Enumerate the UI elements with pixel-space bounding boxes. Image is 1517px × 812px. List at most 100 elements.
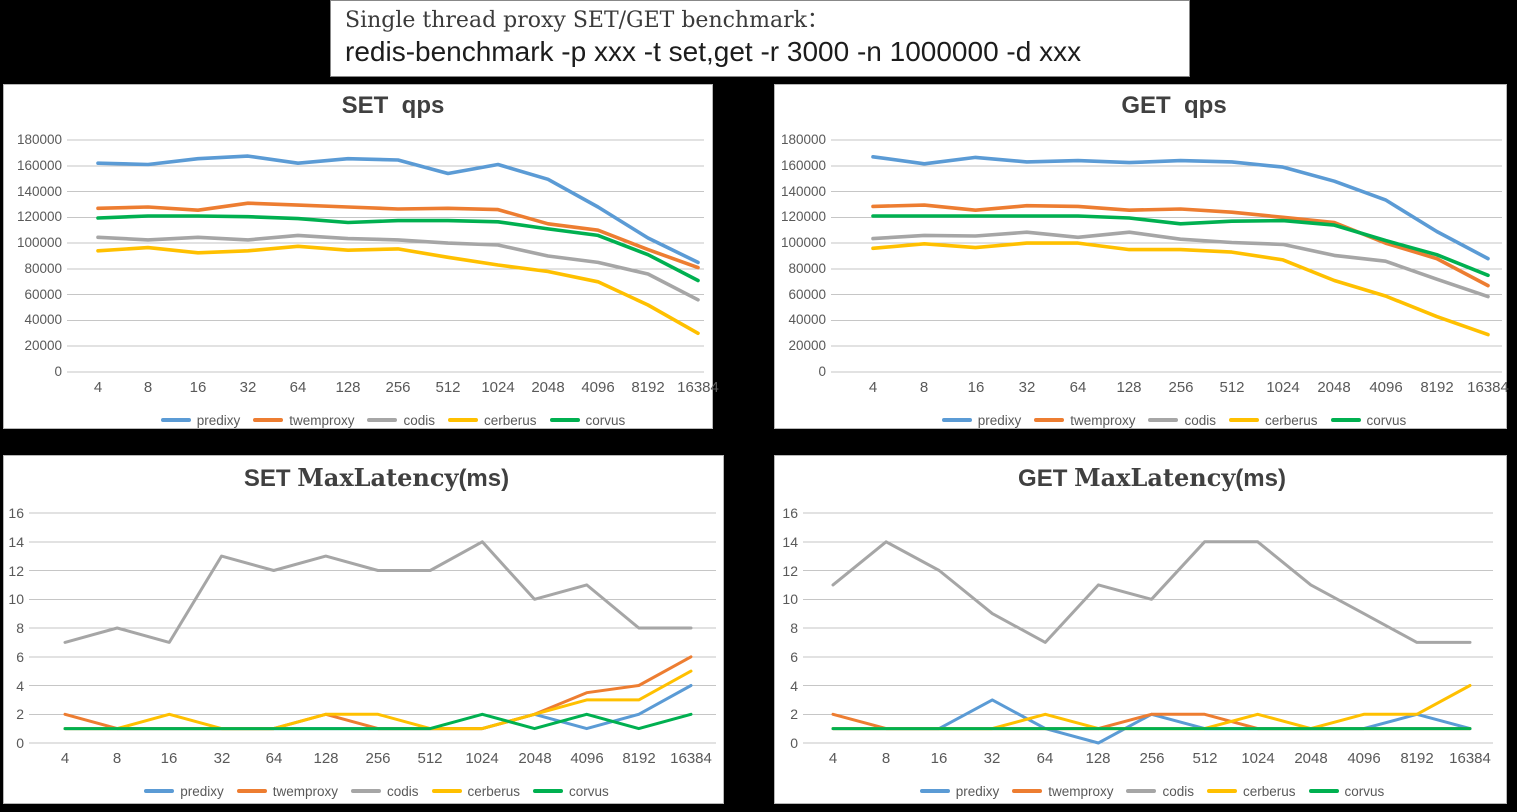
- legend-item-cerberus: cerberus: [431, 784, 520, 799]
- x-axis-tick-label: 32: [239, 379, 257, 396]
- chart-title-text: (ms): [1235, 465, 1286, 492]
- chart-legend-set-qps: predixy twemproxy codis cerberus corvus: [82, 410, 704, 430]
- legend-line-swatch-predixy: [160, 418, 191, 422]
- x-axis-tick-label: 16: [930, 750, 948, 767]
- plot-area-get-maxlatency: [803, 512, 1493, 745]
- legend-line-swatch-twemproxy: [253, 418, 284, 422]
- legend-label: codis: [1184, 412, 1216, 428]
- x-axis-tick-label: 1024: [481, 379, 515, 396]
- x-axis-tick-label: 2048: [518, 750, 552, 767]
- legend-item-predixy: predixy: [941, 413, 1021, 428]
- chart-title-get-qps: GET qps: [846, 92, 1502, 120]
- legend-label: predixy: [955, 783, 1000, 799]
- x-axis-tick-label: 64: [289, 379, 307, 396]
- x-axis-tick-label: 256: [1139, 750, 1165, 767]
- legend-line-swatch-codis: [367, 418, 398, 422]
- chart-legend-get-qps: predixy twemproxy codis cerberus corvus: [846, 410, 1502, 430]
- x-axis-tick-label: 8: [881, 750, 891, 767]
- x-axis-tick-label: 64: [265, 750, 283, 767]
- legend-item-twemproxy: twemproxy: [1012, 784, 1113, 799]
- x-axis-tick-label: 256: [385, 379, 411, 396]
- x-axis-tick-label: 256: [1168, 379, 1194, 396]
- plot-area-set-maxlatency: [29, 512, 716, 744]
- y-axis-tick-label: 180000: [16, 132, 62, 147]
- x-axis-tick-label: 128: [313, 750, 339, 767]
- legend-label: codis: [386, 783, 419, 799]
- x-axis-tick-label: 16384: [677, 379, 719, 396]
- y-axis-tick-label: 12: [782, 563, 798, 579]
- legend-label: corvus: [569, 783, 609, 799]
- series-line-cerberus: [63, 669, 693, 731]
- x-axis-tick-label: 16384: [670, 750, 712, 767]
- legend-line-swatch-codis: [350, 789, 381, 793]
- legend-line-swatch-cerberus: [1207, 789, 1237, 793]
- plot-area-get-qps: [831, 139, 1502, 373]
- x-axis-tick-label: 4096: [1347, 750, 1381, 767]
- x-axis-tick-label: 128: [1116, 379, 1142, 396]
- series-line-corvus: [871, 214, 1490, 278]
- x-axis-tick-label: 16: [160, 750, 178, 767]
- x-axis-tick-label: 2048: [1317, 379, 1351, 396]
- x-axis-tick-label: 128: [1085, 750, 1111, 767]
- y-axis-tick-label: 2: [790, 706, 798, 722]
- legend-item-codis: codis: [1148, 413, 1216, 428]
- y-axis-tick-label: 120000: [780, 209, 826, 224]
- y-axis-tick-label: 100000: [16, 235, 62, 250]
- y-axis-tick-label: 140000: [780, 184, 826, 199]
- y-axis-tick-label: 100000: [780, 235, 826, 250]
- x-axis-tick-label: 4: [60, 750, 70, 767]
- legend-item-twemproxy: twemproxy: [1034, 413, 1135, 428]
- y-axis-tick-label: 4: [790, 678, 798, 694]
- y-axis-tick-label: 160000: [16, 158, 62, 173]
- legend-item-cerberus: cerberus: [448, 413, 537, 428]
- x-axis-tick-label: 4096: [1369, 379, 1403, 396]
- y-axis-tick-label: 2: [16, 706, 24, 722]
- series-line-codis: [63, 540, 693, 644]
- series-line-twemproxy: [96, 201, 700, 270]
- y-axis-tick-label: 16: [782, 505, 798, 521]
- chart-set-qps: SET qps 180000 160000 140000 120000 100000 800…: [3, 84, 719, 430]
- chart-title-text: MaxLatency: [1074, 463, 1236, 492]
- x-axis-tick-label: 512: [417, 750, 443, 767]
- x-axis-tick-label: 8192: [631, 379, 665, 396]
- series-line-cerberus: [96, 244, 700, 336]
- x-axis-tick-label: 4096: [570, 750, 604, 767]
- legend-item-codis: codis: [1126, 784, 1194, 799]
- legend-item-codis: codis: [350, 783, 419, 799]
- x-axis-tick-label: 4096: [581, 379, 615, 396]
- chart-title-text: GET qps: [1121, 92, 1227, 119]
- y-axis-tick-label: 60000: [788, 287, 826, 302]
- legend-line-swatch-corvus: [549, 418, 580, 422]
- legend-item-predixy: predixy: [160, 413, 240, 428]
- legend-label: twemproxy: [1048, 783, 1114, 799]
- x-axis-tick-label: 16384: [1449, 750, 1491, 767]
- legend-item-twemproxy: twemproxy: [253, 413, 354, 428]
- chart-title-text: SET qps: [341, 92, 445, 119]
- legend-line-swatch-cerberus: [1229, 418, 1259, 422]
- x-axis-tick-label: 16384: [1467, 379, 1509, 396]
- y-axis-tick-label: 6: [16, 649, 24, 665]
- legend-item-corvus: corvus: [1330, 413, 1406, 428]
- x-axis-tick-label: 512: [435, 379, 461, 396]
- x-axis-tick-label: 512: [1219, 379, 1245, 396]
- legend-line-swatch-cerberus: [431, 789, 462, 793]
- y-axis-tick-label: 0: [16, 735, 24, 751]
- legend-item-cerberus: cerberus: [1207, 784, 1296, 799]
- legend-label: cerberus: [484, 412, 537, 428]
- y-axis-tick-label: 20000: [24, 338, 62, 353]
- x-axis-tick-label: 2048: [531, 379, 565, 396]
- legend-label: codis: [403, 412, 435, 428]
- series-line-predixy: [831, 698, 1472, 745]
- x-axis-tick-label: 8192: [1420, 379, 1454, 396]
- x-axis-tick-label: 2048: [1294, 750, 1328, 767]
- y-axis-tick-label: 6: [790, 649, 798, 665]
- x-axis-tick-label: 64: [1036, 750, 1054, 767]
- x-axis-tick-label: 8: [112, 750, 122, 767]
- series-line-corvus: [63, 712, 693, 731]
- legend-line-swatch-twemproxy: [1012, 789, 1043, 793]
- y-axis-tick-label: 40000: [788, 312, 826, 327]
- x-axis-tick-label: 32: [983, 750, 1001, 767]
- x-axis-tick-label: 64: [1069, 379, 1087, 396]
- legend-item-corvus: corvus: [549, 413, 625, 428]
